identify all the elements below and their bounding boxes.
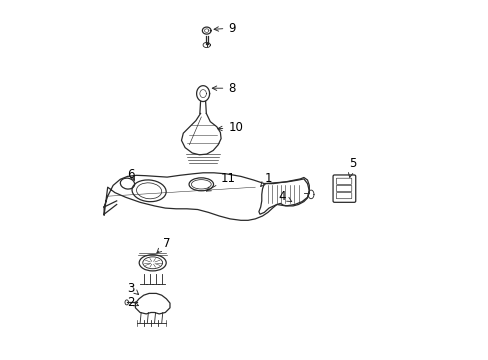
Text: 9: 9: [214, 22, 235, 35]
Text: 11: 11: [206, 172, 236, 191]
Text: 4: 4: [278, 190, 291, 203]
Text: 2: 2: [127, 296, 138, 309]
Text: 3: 3: [127, 282, 138, 294]
Text: 10: 10: [217, 121, 243, 134]
Text: 1: 1: [260, 172, 271, 186]
Text: 5: 5: [348, 157, 356, 177]
Text: 7: 7: [157, 237, 171, 253]
Text: 8: 8: [212, 82, 235, 95]
Text: 6: 6: [127, 168, 135, 181]
